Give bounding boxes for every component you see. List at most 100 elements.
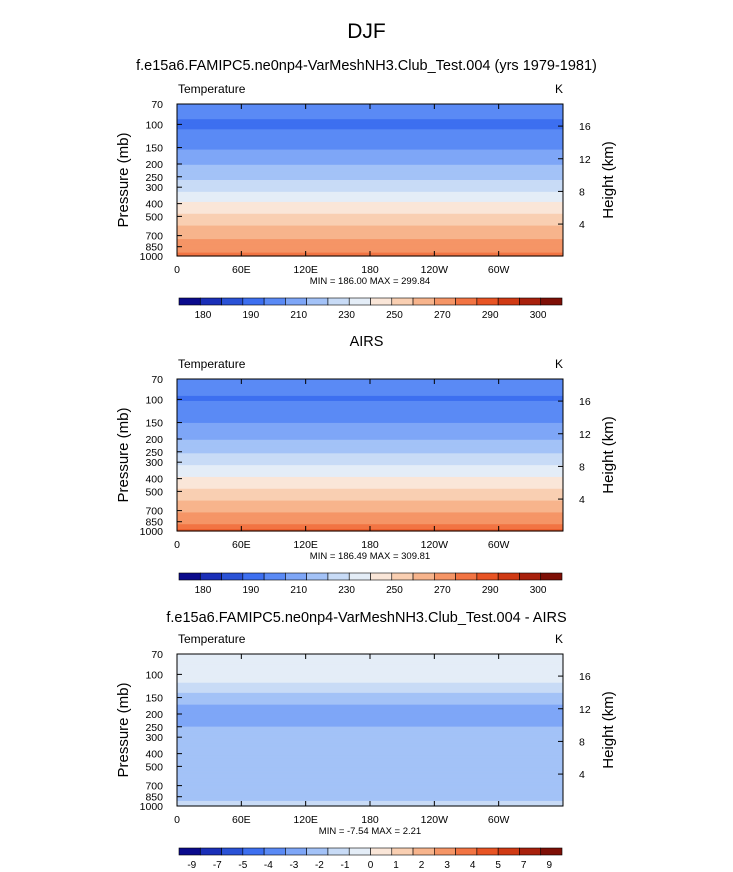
contour-band <box>177 762 563 765</box>
colorbar-swatch <box>540 297 563 306</box>
colorbar-swatch <box>221 297 244 306</box>
contour-band <box>177 702 563 706</box>
colorbar-swatch <box>455 847 478 856</box>
contour-band <box>177 794 563 797</box>
contour-band <box>177 716 563 719</box>
contour-band <box>177 510 563 514</box>
contour-band <box>177 473 563 476</box>
contour-band <box>177 795 563 799</box>
panel-3-title: f.e15a6.FAMIPC5.ne0np4-VarMeshNH3.Club_T… <box>166 610 567 626</box>
contour-band <box>177 778 563 782</box>
colorbar-swatch <box>178 572 201 581</box>
colorbar-swatch <box>178 297 201 306</box>
panel-2-title: AIRS <box>349 334 384 350</box>
y-tick-label: 200 <box>145 434 163 446</box>
contour-band <box>177 234 563 237</box>
contour-band <box>177 785 563 789</box>
contour-band <box>177 137 563 141</box>
contour-band <box>177 763 563 767</box>
y-tick-label: 700 <box>145 231 163 243</box>
contour-band <box>177 188 563 191</box>
contour-band <box>177 770 563 773</box>
colorbar-label: 250 <box>386 310 403 318</box>
colorbar-swatch <box>391 847 414 856</box>
contour-fill <box>177 379 563 532</box>
colorbar-swatch <box>412 847 435 856</box>
contour-band <box>177 701 563 704</box>
contour-band <box>177 173 563 176</box>
contour-band <box>177 244 563 247</box>
contour-band <box>177 389 563 392</box>
contour-band <box>177 164 563 168</box>
colorbar-swatch <box>263 847 286 856</box>
contour-band <box>177 665 563 669</box>
x-tick-label: 180 <box>361 264 379 276</box>
contour-band <box>177 777 563 780</box>
contour-band <box>177 461 563 465</box>
y-tick-label: 100 <box>145 394 163 406</box>
contour-band <box>177 497 563 500</box>
contour-band <box>177 675 563 679</box>
contour-band <box>177 669 563 672</box>
contour-band <box>177 684 563 687</box>
variable-label: Temperature <box>178 632 246 646</box>
contour-band <box>177 456 563 459</box>
contour-band <box>177 407 563 410</box>
y2-axis-label: Height (km) <box>600 691 617 769</box>
contour-band <box>177 731 563 734</box>
contour-band <box>177 753 563 756</box>
contour-band <box>177 765 563 768</box>
y-tick-label: 500 <box>145 211 163 223</box>
colorbar-swatch <box>306 847 329 856</box>
contour-band <box>177 782 563 785</box>
contour-band <box>177 789 563 792</box>
colorbar-label: 1 <box>393 860 399 868</box>
y-tick-label: 1000 <box>140 251 164 263</box>
contour-fill <box>177 654 563 807</box>
y-axis-label: Pressure (mb) <box>115 682 132 777</box>
contour-band <box>177 412 563 416</box>
y-tick-label: 400 <box>145 749 163 761</box>
contour-band <box>177 475 563 478</box>
y-axis-label: Pressure (mb) <box>115 407 132 502</box>
colorbar-label: 300 <box>530 585 547 593</box>
panel-1-title: f.e15a6.FAMIPC5.ne0np4-VarMeshNH3.Club_T… <box>136 58 597 74</box>
contour-band <box>177 697 563 701</box>
colorbar-label: 210 <box>290 585 307 593</box>
y-tick-label: 850 <box>145 517 163 529</box>
contour-band <box>177 524 563 527</box>
contour-band <box>177 726 563 729</box>
colorbar-swatch <box>434 572 456 581</box>
colorbar-swatch <box>199 572 222 581</box>
contour-band <box>177 120 563 124</box>
contour-band <box>177 213 563 217</box>
contour-band <box>177 505 563 508</box>
colorbar-label: 2 <box>419 860 425 868</box>
colorbar-label: 4 <box>470 860 476 868</box>
contour-band <box>177 127 563 130</box>
colorbar-label: 9 <box>546 860 552 868</box>
contour-band <box>177 711 563 714</box>
contour-band <box>177 399 563 402</box>
contour-band <box>177 409 563 412</box>
contour-band <box>177 245 563 249</box>
contour-band <box>177 117 563 120</box>
contour-band <box>177 679 563 682</box>
contour-band <box>177 185 563 188</box>
y2-tick-label: 12 <box>579 154 591 166</box>
contour-band <box>177 134 563 137</box>
panel-2-chart: Temperature K7010015020025030040050070085… <box>115 357 617 593</box>
y-tick-label: 70 <box>151 374 163 386</box>
colorbar-swatch <box>263 572 286 581</box>
contour-band <box>177 232 563 235</box>
contour-band <box>177 718 563 721</box>
contour-band <box>177 797 563 800</box>
contour-band <box>177 519 563 522</box>
contour-band <box>177 166 563 169</box>
colorbar-swatch <box>242 572 265 581</box>
contour-band <box>177 414 563 417</box>
y-tick-label: 300 <box>145 182 163 194</box>
contour-band <box>177 460 563 463</box>
colorbar <box>178 847 563 856</box>
y2-tick-label: 4 <box>579 769 585 781</box>
